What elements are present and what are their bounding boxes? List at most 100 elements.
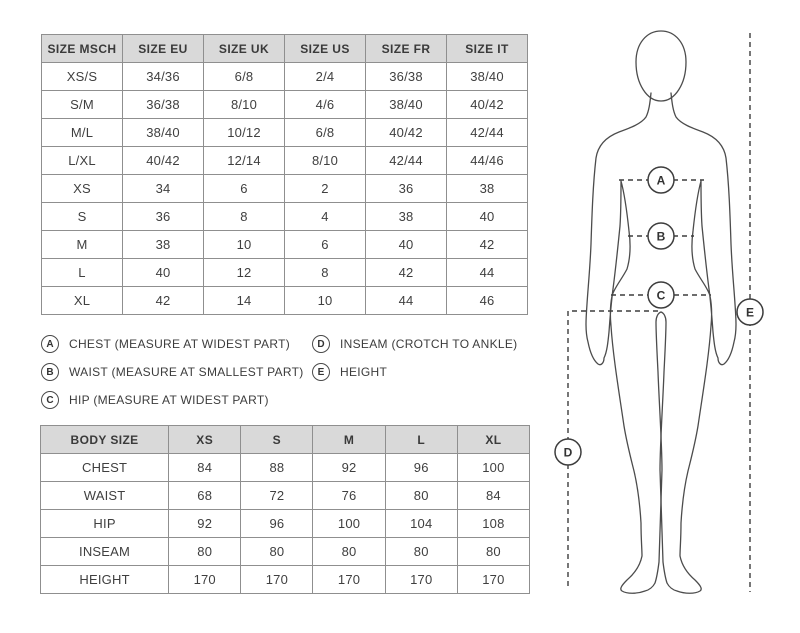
legend-label-inseam: INSEAM (CROTCH TO ANKLE) bbox=[340, 337, 518, 351]
marker-chest: A bbox=[647, 166, 675, 194]
table-cell: 40/42 bbox=[122, 146, 204, 175]
table-cell: M/L bbox=[41, 118, 123, 147]
table-row: XS/S 34/36 6/8 2/4 36/38 38/40 bbox=[41, 62, 528, 91]
inseam-measure-line bbox=[567, 310, 658, 589]
marker-c-letter: C bbox=[657, 289, 666, 303]
letter-e-badge: E bbox=[312, 363, 330, 381]
table-cell: L bbox=[41, 258, 123, 287]
table-cell: 170 bbox=[168, 565, 242, 594]
table-cell: 40/42 bbox=[446, 90, 528, 119]
table-cell: 42/44 bbox=[365, 146, 447, 175]
table-cell: HEIGHT bbox=[39, 565, 170, 594]
letter-a-badge: A bbox=[41, 335, 59, 353]
table-cell: 40 bbox=[365, 230, 447, 259]
table-cell: 36/38 bbox=[122, 90, 204, 119]
table-cell: 68 bbox=[168, 481, 242, 510]
table-cell: 44 bbox=[446, 258, 528, 287]
table-cell: 10 bbox=[284, 286, 366, 315]
size-conversion-table: SIZE MSCH SIZE EU SIZE UK SIZE US SIZE FR SIZ… bbox=[41, 34, 528, 315]
column-header: SIZE UK bbox=[203, 34, 285, 63]
table-cell: 6/8 bbox=[203, 62, 285, 91]
marker-a-letter: A bbox=[657, 174, 666, 188]
column-header: L bbox=[384, 425, 458, 454]
legend-item-waist: B WAIST (MEASURE AT SMALLEST PART) bbox=[41, 358, 304, 386]
table-cell: 72 bbox=[240, 481, 314, 510]
table-cell: S/M bbox=[41, 90, 123, 119]
letter-d-badge: D bbox=[312, 335, 330, 353]
legend-label-waist: WAIST (MEASURE AT SMALLEST PART) bbox=[69, 365, 304, 379]
table-cell: 4/6 bbox=[284, 90, 366, 119]
table-cell: 34/36 bbox=[122, 62, 204, 91]
legend-label-chest: CHEST (MEASURE AT WIDEST PART) bbox=[69, 337, 291, 351]
table-cell: 80 bbox=[168, 537, 242, 566]
table-cell: XL bbox=[41, 286, 123, 315]
figure-body-right bbox=[659, 92, 737, 594]
marker-inseam: D bbox=[554, 438, 582, 466]
table-cell: 6 bbox=[284, 230, 366, 259]
table-cell: 100 bbox=[456, 453, 531, 482]
table-cell: 84 bbox=[168, 453, 242, 482]
table-cell: 12/14 bbox=[203, 146, 285, 175]
letter-c-badge: C bbox=[41, 391, 59, 409]
table-cell: 80 bbox=[384, 537, 458, 566]
table-cell: S bbox=[41, 202, 123, 231]
table-cell: 6 bbox=[203, 174, 285, 203]
marker-height: E bbox=[736, 298, 764, 326]
body-measurement-figure: A B C D E bbox=[554, 30, 764, 594]
table-cell: 38/40 bbox=[365, 90, 447, 119]
measurement-legend-left: A CHEST (MEASURE AT WIDEST PART) B WAIST… bbox=[41, 330, 304, 414]
table-cell: 38 bbox=[122, 230, 204, 259]
table-cell: 42 bbox=[365, 258, 447, 287]
marker-a-circle bbox=[647, 166, 675, 194]
marker-d-letter: D bbox=[564, 446, 573, 460]
table-cell: CHEST bbox=[39, 453, 170, 482]
table-cell: 92 bbox=[312, 453, 386, 482]
table-cell: 2/4 bbox=[284, 62, 366, 91]
table-cell: 12 bbox=[203, 258, 285, 287]
table-cell: 36 bbox=[365, 174, 447, 203]
table-cell: 170 bbox=[312, 565, 386, 594]
marker-hip: C bbox=[647, 281, 675, 309]
column-header: SIZE EU bbox=[122, 34, 204, 63]
table-cell: 170 bbox=[456, 565, 531, 594]
figure-head bbox=[635, 30, 687, 102]
table-cell: 36 bbox=[122, 202, 204, 231]
marker-e-letter: E bbox=[746, 306, 754, 320]
table-cell: 44 bbox=[365, 286, 447, 315]
table-cell: 10/12 bbox=[203, 118, 285, 147]
column-header: S bbox=[240, 425, 314, 454]
marker-b-circle bbox=[647, 222, 675, 250]
legend-label-height: HEIGHT bbox=[340, 365, 388, 379]
table-cell: INSEAM bbox=[39, 537, 170, 566]
table-cell: XS bbox=[41, 174, 123, 203]
letter-b-badge: B bbox=[41, 363, 59, 381]
table-cell: 8 bbox=[284, 258, 366, 287]
marker-c-circle bbox=[647, 281, 675, 309]
marker-b-letter: B bbox=[657, 230, 666, 244]
table-cell: 8 bbox=[203, 202, 285, 231]
figure-body-left bbox=[585, 92, 663, 594]
table-cell: HIP bbox=[39, 509, 170, 538]
table-row: L/XL 40/42 12/14 8/10 42/44 44/46 bbox=[41, 146, 528, 175]
table-cell: 96 bbox=[384, 453, 458, 482]
column-header: XS bbox=[168, 425, 242, 454]
table-cell: 170 bbox=[384, 565, 458, 594]
table-cell: 88 bbox=[240, 453, 314, 482]
table-cell: 14 bbox=[203, 286, 285, 315]
table-cell: WAIST bbox=[39, 481, 170, 510]
table-cell: 42/44 bbox=[446, 118, 528, 147]
marker-e-circle bbox=[736, 298, 764, 326]
column-header: M bbox=[312, 425, 386, 454]
table-row: S 36 8 4 38 40 bbox=[41, 202, 528, 231]
table-cell: 92 bbox=[168, 509, 242, 538]
table-cell: 96 bbox=[240, 509, 314, 538]
table-cell: 10 bbox=[203, 230, 285, 259]
legend-item-height: E HEIGHT bbox=[312, 358, 517, 386]
table-cell: 38 bbox=[365, 202, 447, 231]
table-cell: 170 bbox=[240, 565, 314, 594]
table-cell: 42 bbox=[122, 286, 204, 315]
table-cell: M bbox=[41, 230, 123, 259]
table-row: XL 42 14 10 44 46 bbox=[41, 286, 528, 315]
table-cell: 4 bbox=[284, 202, 366, 231]
